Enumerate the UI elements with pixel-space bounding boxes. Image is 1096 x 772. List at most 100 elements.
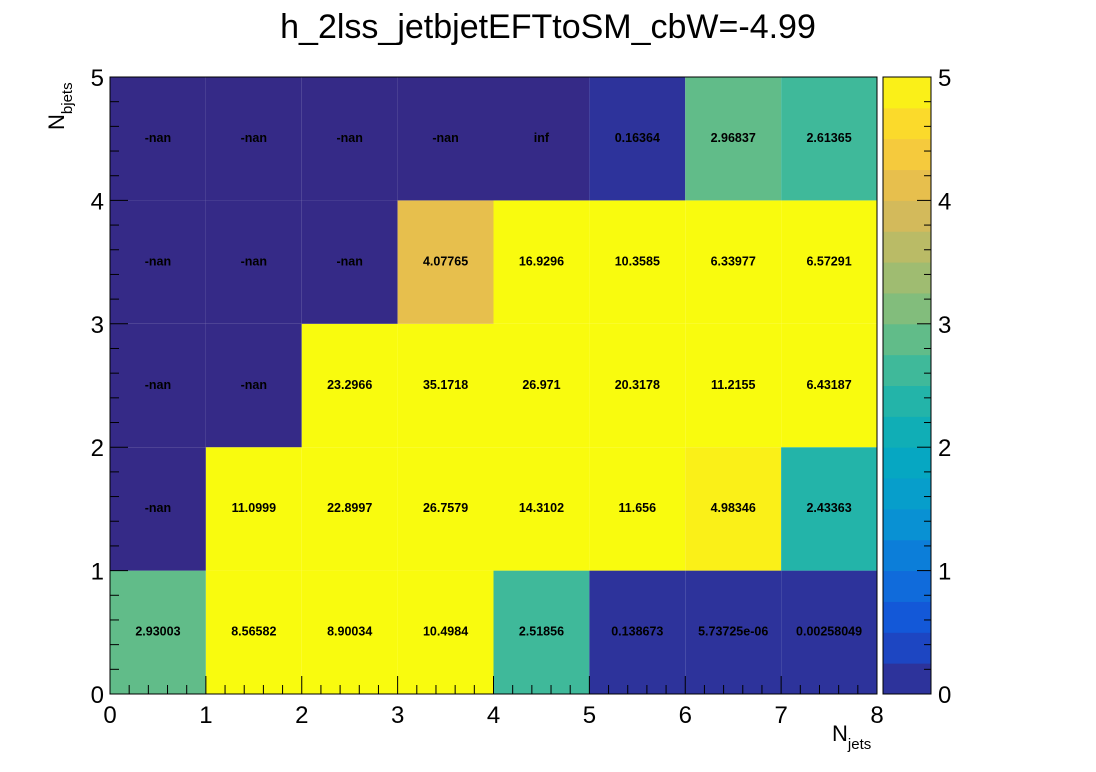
- heatmap-cell: [493, 323, 590, 448]
- heatmap-cell: [685, 77, 782, 201]
- heatmap-cell: [301, 323, 398, 448]
- palette-tick-label: 4: [938, 188, 951, 215]
- palette-tick-label: 5: [938, 65, 951, 92]
- x-axis: 0 1 2 3 4 5 6 7 8: [103, 676, 884, 729]
- x-tick-label: 3: [391, 702, 404, 729]
- palette-frame: [882, 76, 932, 695]
- cell-value-label: 23.2966: [327, 378, 372, 392]
- heatmap-cell: [397, 447, 494, 571]
- palette-segment: [883, 292, 931, 325]
- palette-segment: [883, 663, 931, 695]
- cell-value-label: 4.98346: [711, 501, 756, 515]
- x-tick-label: 5: [583, 702, 596, 729]
- heatmap-cell: [493, 570, 590, 694]
- x-tick-label: 6: [679, 702, 692, 729]
- cell-value-label: 0.138673: [611, 625, 663, 639]
- heatmap-cell: [205, 77, 302, 201]
- x-tick-label: 2: [295, 702, 308, 729]
- heatmap-cell: [205, 323, 302, 448]
- heatmap-cell: [205, 200, 302, 324]
- chart-title: h_2lss_jetbjetEFTtoSM_cbW=-4.99: [280, 8, 816, 46]
- palette-segment: [883, 632, 931, 664]
- palette-segment: [883, 416, 931, 448]
- palette-tick-label: 0: [938, 682, 951, 709]
- cell-value-label: -nan: [241, 378, 267, 392]
- cell-value-label: 11.0999: [232, 501, 277, 515]
- x-tick-label: 0: [103, 702, 116, 729]
- heatmap-cell: [205, 570, 302, 694]
- heatmap-cell: [110, 447, 206, 571]
- heatmap-cell: [685, 447, 782, 571]
- heatmap-cell: [493, 447, 590, 571]
- heatmap-cell: [781, 323, 877, 448]
- palette-segment: [883, 539, 931, 572]
- palette-segment: [883, 570, 931, 602]
- palette-segment: [883, 447, 931, 479]
- cell-value-label: -nan: [241, 131, 267, 145]
- cell-value-label: 11.2155: [711, 378, 756, 392]
- palette-segment: [883, 508, 931, 541]
- palette-segment: [883, 601, 931, 633]
- heatmap-cell: [110, 77, 206, 201]
- cell-value-label: 26.7579: [423, 501, 468, 515]
- heatmap-cell: [397, 570, 494, 694]
- cell-value-label: inf: [534, 131, 550, 145]
- palette-tick-label: 2: [938, 435, 951, 462]
- heatmap-cell: [397, 77, 494, 201]
- y-axis-title-base: N: [44, 114, 69, 130]
- heatmap-cell: [205, 447, 302, 571]
- palette-tick-label: 1: [938, 559, 951, 586]
- cell-value-label: 16.9296: [519, 254, 564, 268]
- cell-value-label: -nan: [432, 131, 458, 145]
- heatmap-cell: [397, 323, 494, 448]
- cell-value-label: 22.8997: [327, 501, 372, 515]
- cell-value-label: 2.96837: [711, 131, 756, 145]
- palette-segment: [883, 138, 931, 171]
- y-tick-label: 2: [91, 435, 104, 462]
- heatmap-cell: [589, 77, 686, 201]
- heatmap-cell: [397, 200, 494, 324]
- cell-value-label: 2.43363: [806, 501, 851, 515]
- palette-segment: [883, 169, 931, 201]
- heatmap-cell: [685, 323, 782, 448]
- palette-segment: [883, 200, 931, 232]
- heatmap-cell: [589, 447, 686, 571]
- palette-segment: [883, 354, 931, 386]
- heatmap-cell: [110, 570, 206, 694]
- cell-value-label: 5.73725e-06: [698, 625, 768, 639]
- heatmap-cell: [781, 77, 877, 201]
- heatmap-cell: [493, 77, 590, 201]
- cell-value-label: 35.1718: [423, 378, 468, 392]
- cell-value-label: -nan: [145, 254, 171, 268]
- palette-segment: [883, 262, 931, 294]
- heatmap-cell: [589, 200, 686, 324]
- cell-value-label: 4.07765: [423, 254, 468, 268]
- x-axis-title-sub: jets: [847, 736, 871, 753]
- heatmap-cell: [781, 570, 877, 694]
- y-axis-title-sub: bjets: [59, 82, 76, 114]
- heatmap-cell: [685, 200, 782, 324]
- cell-value-label: -nan: [145, 378, 171, 392]
- heatmap-cell: [301, 200, 398, 324]
- cell-value-label: 20.3178: [615, 378, 660, 392]
- cell-value-label: 2.51856: [519, 625, 564, 639]
- y-axis-title: Nbjets: [44, 82, 76, 130]
- cell-value-label: 2.61365: [806, 131, 851, 145]
- cell-value-label: -nan: [241, 254, 267, 268]
- cell-value-label: 0.00258049: [796, 625, 862, 639]
- cell-value-label: 8.90034: [327, 625, 372, 639]
- heatmap-cell: [781, 447, 877, 571]
- cell-value-label: 11.656: [619, 501, 657, 515]
- x-tick-label: 4: [487, 702, 500, 729]
- cell-labels: 2.93003 8.56582 8.90034 10.4984 2.51856 0.138…: [135, 131, 862, 639]
- palette-segment: [883, 231, 931, 263]
- x-axis-title: Njets: [832, 721, 871, 753]
- cell-value-label: 14.3102: [519, 501, 564, 515]
- cell-value-label: 2.93003: [135, 625, 180, 639]
- palette-segment: [883, 385, 931, 417]
- y-axis: 0 1 2 3 4 5: [91, 65, 128, 709]
- y-tick-label: 5: [91, 65, 104, 92]
- y-tick-label: 0: [91, 682, 104, 709]
- x-tick-label: 8: [870, 702, 883, 729]
